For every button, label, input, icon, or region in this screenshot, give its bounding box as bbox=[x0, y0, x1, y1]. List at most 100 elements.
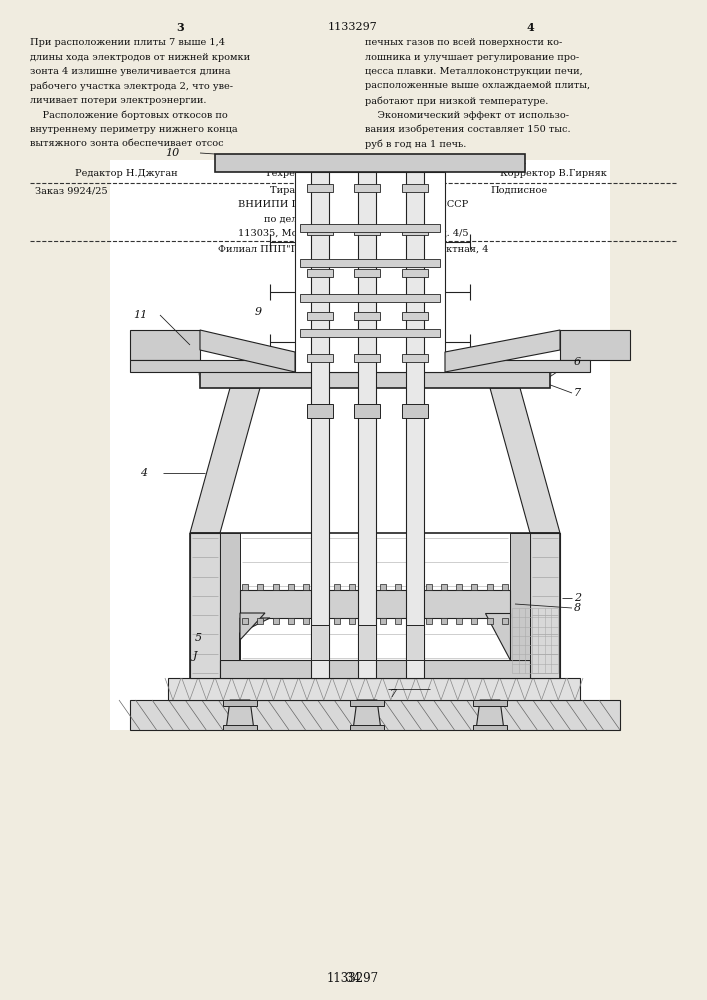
Text: Филиал ППП"Патент", г. Ужгород, ул. Проектная, 4: Филиал ППП"Патент", г. Ужгород, ул. Прое… bbox=[218, 245, 489, 254]
Text: 4: 4 bbox=[140, 468, 147, 478]
Text: вания изобретения составляет 150 тыс.: вания изобретения составляет 150 тыс. bbox=[365, 125, 571, 134]
Bar bbox=[402, 354, 428, 362]
Text: работают при низкой температуре.: работают при низкой температуре. bbox=[365, 96, 549, 105]
Bar bbox=[200, 372, 550, 388]
Text: 8: 8 bbox=[574, 603, 581, 613]
Text: Редактор Н.Джуган: Редактор Н.Джуган bbox=[75, 169, 177, 178]
Text: 4: 4 bbox=[526, 22, 534, 33]
Bar bbox=[380, 618, 385, 624]
Bar bbox=[220, 533, 240, 660]
Bar bbox=[350, 700, 384, 706]
Text: 7: 7 bbox=[574, 388, 581, 398]
Bar bbox=[380, 584, 385, 590]
Text: 6: 6 bbox=[574, 357, 581, 367]
Bar bbox=[358, 625, 376, 660]
Bar bbox=[364, 584, 370, 590]
Bar bbox=[354, 312, 380, 320]
Bar bbox=[307, 269, 333, 277]
Bar bbox=[334, 584, 340, 590]
Bar bbox=[240, 590, 510, 618]
Text: 9: 9 bbox=[255, 307, 262, 317]
Text: 3: 3 bbox=[346, 972, 353, 985]
Text: 4: 4 bbox=[353, 972, 361, 985]
Bar bbox=[288, 618, 294, 624]
Bar bbox=[130, 330, 200, 360]
Bar bbox=[257, 584, 263, 590]
Bar bbox=[349, 618, 355, 624]
Text: 1133297: 1133297 bbox=[327, 972, 379, 985]
Bar bbox=[358, 172, 376, 678]
Bar bbox=[402, 312, 428, 320]
Bar bbox=[303, 618, 309, 624]
Bar bbox=[300, 224, 440, 232]
Bar bbox=[168, 678, 580, 700]
Polygon shape bbox=[240, 613, 265, 660]
Text: Подписное: Подписное bbox=[490, 186, 547, 195]
Text: Тираж 552: Тираж 552 bbox=[270, 186, 326, 195]
Bar bbox=[410, 618, 416, 624]
Bar bbox=[110, 160, 610, 730]
Bar bbox=[456, 618, 462, 624]
Bar bbox=[426, 584, 431, 590]
Bar bbox=[402, 227, 428, 234]
Bar bbox=[220, 660, 530, 678]
Bar bbox=[223, 725, 257, 730]
Bar bbox=[402, 404, 428, 418]
Bar bbox=[307, 184, 333, 192]
Text: расположенные выше охлаждаемой плиты,: расположенные выше охлаждаемой плиты, bbox=[365, 82, 590, 91]
Text: Заказ 9924/25: Заказ 9924/25 bbox=[35, 186, 107, 195]
Bar bbox=[223, 700, 257, 706]
Polygon shape bbox=[190, 388, 260, 533]
Bar bbox=[215, 154, 525, 172]
Text: вытяжного зонта обеспечивает отсос: вытяжного зонта обеспечивает отсос bbox=[30, 139, 223, 148]
Bar bbox=[307, 354, 333, 362]
Bar bbox=[402, 184, 428, 192]
Bar bbox=[510, 533, 530, 660]
Bar bbox=[318, 618, 325, 624]
Text: Экономический эффект от использо-: Экономический эффект от использо- bbox=[365, 110, 569, 119]
Bar bbox=[307, 404, 333, 418]
Text: При расположении плиты 7 выше 1,4: При расположении плиты 7 выше 1,4 bbox=[30, 38, 225, 47]
Bar bbox=[354, 184, 380, 192]
Bar bbox=[273, 618, 279, 624]
Polygon shape bbox=[485, 613, 510, 660]
Bar bbox=[300, 294, 440, 302]
Bar bbox=[456, 584, 462, 590]
Text: Корректор В.Гирняк: Корректор В.Гирняк bbox=[500, 169, 607, 178]
Text: руб в год на 1 печь.: руб в год на 1 печь. bbox=[365, 139, 467, 149]
Bar bbox=[349, 584, 355, 590]
Text: 7: 7 bbox=[390, 689, 397, 699]
Bar bbox=[473, 700, 507, 706]
Polygon shape bbox=[226, 700, 254, 730]
Polygon shape bbox=[530, 533, 560, 678]
Bar bbox=[242, 584, 248, 590]
Bar bbox=[242, 618, 248, 624]
Bar bbox=[402, 269, 428, 277]
Text: рабочего участка электрода 2, что уве-: рабочего участка электрода 2, что уве- bbox=[30, 82, 233, 91]
Polygon shape bbox=[130, 700, 620, 730]
Bar bbox=[486, 618, 493, 624]
Bar bbox=[354, 269, 380, 277]
Text: Техред Т.Маточка: Техред Т.Маточка bbox=[265, 169, 359, 178]
Text: ВНИИПИ Государственного комитета СССР: ВНИИПИ Государственного комитета СССР bbox=[238, 200, 468, 209]
Polygon shape bbox=[445, 330, 560, 372]
Bar bbox=[395, 584, 401, 590]
Text: 113035, Москва, Ж-35, Раушская наб., д. 4/5: 113035, Москва, Ж-35, Раушская наб., д. … bbox=[238, 228, 468, 237]
Bar bbox=[406, 172, 424, 678]
Text: 10: 10 bbox=[165, 148, 180, 158]
Bar bbox=[311, 172, 329, 678]
Bar bbox=[307, 227, 333, 234]
Text: 3: 3 bbox=[176, 22, 184, 33]
Bar bbox=[307, 312, 333, 320]
Bar bbox=[410, 584, 416, 590]
Bar bbox=[472, 584, 477, 590]
Text: личивает потери электроэнергии.: личивает потери электроэнергии. bbox=[30, 96, 206, 105]
Bar bbox=[560, 330, 630, 360]
Bar bbox=[354, 354, 380, 362]
Bar bbox=[334, 618, 340, 624]
Polygon shape bbox=[240, 618, 270, 660]
Bar bbox=[130, 360, 590, 372]
Bar bbox=[502, 618, 508, 624]
Bar bbox=[354, 404, 380, 418]
Bar bbox=[426, 618, 431, 624]
